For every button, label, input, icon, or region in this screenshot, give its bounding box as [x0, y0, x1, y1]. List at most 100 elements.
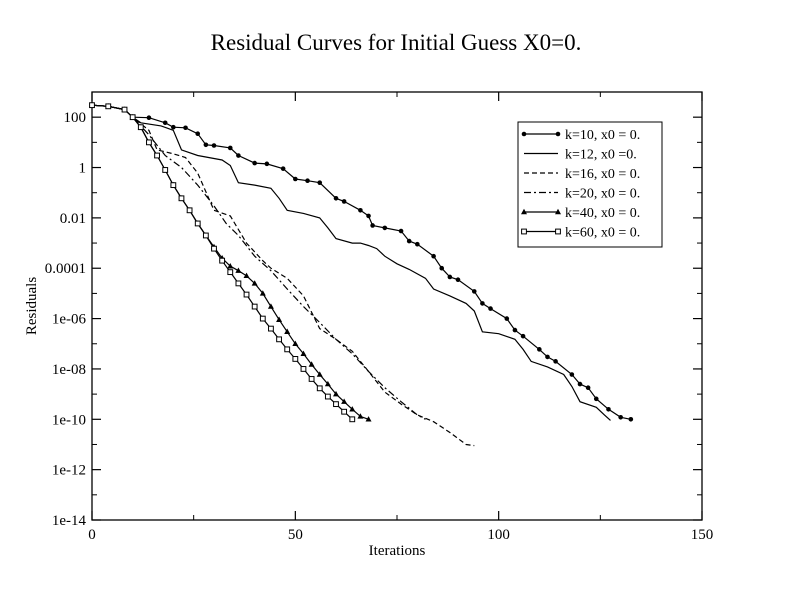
data-point	[284, 328, 291, 334]
y-tick-label: 0.01	[60, 211, 86, 227]
data-point	[577, 381, 583, 387]
legend-marker	[555, 208, 561, 215]
data-point	[300, 366, 307, 372]
data-point	[455, 277, 461, 283]
x-tick-label: 0	[88, 527, 96, 543]
data-point	[203, 142, 209, 148]
legend-label: k=40, x0 = 0.	[565, 206, 640, 221]
data-point	[308, 376, 315, 382]
legend: k=10, x0 = 0. k=12, x0 =0. k=16, x0 = 0. k=…	[517, 121, 663, 248]
data-point	[317, 180, 323, 185]
x-tick-label: 100	[487, 527, 510, 543]
data-point	[512, 327, 518, 333]
data-point	[341, 199, 347, 204]
data-point	[300, 350, 307, 356]
series-line	[91, 104, 426, 420]
legend-label: k=60, x0 = 0.	[565, 226, 640, 241]
data-point	[243, 272, 250, 279]
data-point	[293, 176, 298, 182]
legend-entry: k=40, x0 = 0.	[521, 206, 640, 221]
legend-label: k=12, x0 =0.	[565, 148, 637, 163]
series-2	[91, 104, 611, 421]
data-point	[365, 416, 372, 422]
data-point	[146, 139, 152, 146]
data-point	[89, 102, 95, 109]
data-point	[349, 416, 356, 423]
data-point	[211, 245, 217, 252]
series-3	[91, 104, 475, 447]
series-line	[91, 104, 611, 421]
data-point	[480, 301, 485, 306]
data-point	[366, 213, 371, 219]
data-point	[406, 238, 412, 244]
series-4	[91, 104, 426, 420]
data-point	[170, 182, 177, 189]
data-point	[606, 406, 611, 412]
data-point	[183, 125, 188, 131]
data-point	[553, 359, 558, 364]
legend-label: k=20, x0 = 0.	[565, 187, 640, 202]
data-point	[398, 228, 404, 234]
data-point	[349, 406, 356, 412]
data-point	[211, 143, 217, 148]
series-line	[91, 104, 475, 447]
data-point	[259, 290, 266, 296]
data-point	[292, 356, 299, 362]
data-point	[227, 263, 234, 269]
data-point	[618, 415, 623, 420]
data-point	[341, 398, 348, 404]
legend-marker	[521, 228, 527, 235]
data-point	[171, 124, 176, 130]
data-point	[324, 380, 331, 387]
data-point	[264, 161, 270, 167]
data-point	[121, 106, 128, 113]
data-point	[569, 372, 575, 377]
y-tick-label: 1e-06	[52, 312, 87, 328]
data-point	[276, 316, 283, 322]
data-point	[382, 225, 388, 231]
data-point	[251, 280, 258, 286]
data-point	[292, 340, 299, 346]
data-point	[316, 371, 323, 377]
data-point	[194, 220, 201, 227]
data-point	[324, 393, 331, 400]
data-point	[267, 303, 274, 309]
data-point	[129, 114, 136, 121]
series-6	[89, 102, 356, 423]
data-point	[431, 253, 436, 259]
x-axis-label: Iterations	[369, 543, 426, 559]
ticks-layer: 0 50 100 150 100 1 0.01 0.0001 1e-06 1e-08 1e-10 1e…	[45, 91, 714, 543]
legend-entry: k=10, x0 = 0.	[521, 128, 640, 143]
data-point	[593, 396, 599, 402]
data-point	[162, 120, 168, 126]
legend-marker	[521, 131, 527, 137]
legend-marker	[555, 228, 561, 235]
x-tick-label: 150	[691, 527, 714, 543]
legend-entry: k=16, x0 = 0.	[524, 167, 640, 182]
data-point	[235, 280, 242, 287]
data-point	[333, 195, 339, 201]
data-point	[447, 274, 453, 280]
data-point	[202, 232, 209, 239]
data-point	[219, 257, 226, 264]
data-point	[358, 208, 363, 213]
chart-title: Residual Curves for Initial Guess X0=0.	[210, 30, 582, 55]
data-point	[308, 361, 315, 367]
legend-entry: k=12, x0 =0.	[524, 148, 637, 163]
data-point	[137, 124, 144, 131]
data-point	[284, 346, 291, 353]
data-point	[195, 131, 201, 137]
data-point	[488, 306, 493, 311]
series-layer	[89, 101, 634, 447]
data-point	[628, 416, 634, 422]
data-point	[227, 269, 234, 276]
legend-marker	[555, 131, 561, 137]
data-point	[471, 289, 477, 294]
y-tick-label: 100	[64, 110, 87, 126]
data-point	[504, 316, 510, 321]
data-point	[162, 167, 169, 173]
y-tick-label: 1e-10	[52, 412, 86, 428]
data-point	[154, 152, 160, 159]
data-point	[439, 265, 445, 271]
